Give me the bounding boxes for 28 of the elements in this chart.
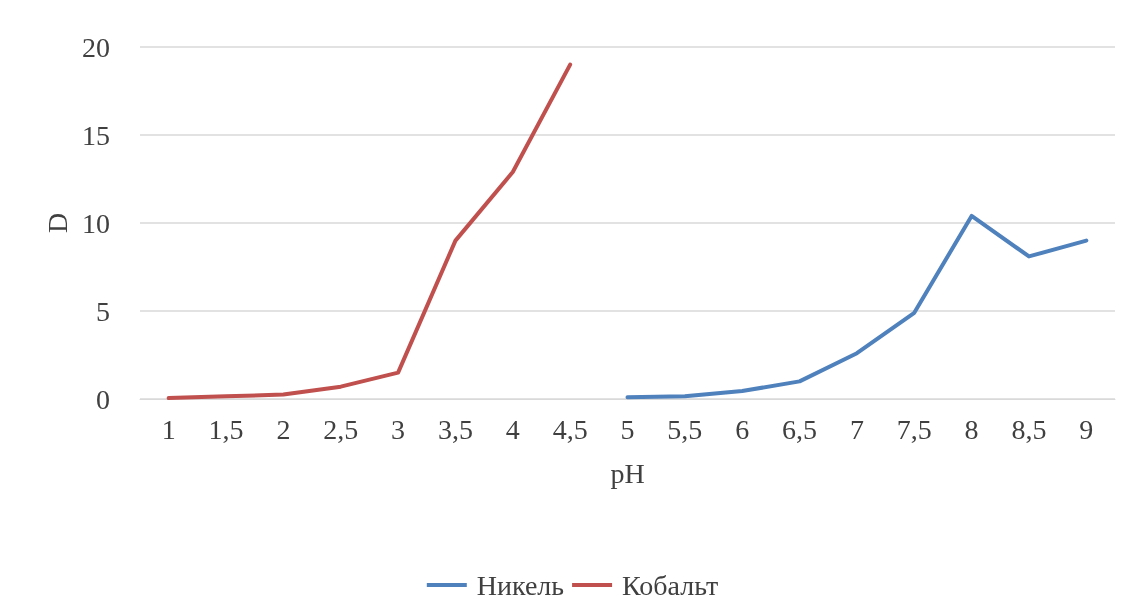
legend-label: Никель bbox=[476, 569, 565, 601]
y-tick-label: 0 bbox=[96, 383, 110, 415]
x-tick-label: 3,5 bbox=[437, 413, 473, 445]
x-tick-label: 5,5 bbox=[667, 413, 703, 445]
line-series bbox=[166, 62, 573, 401]
x-tick-label: 4 bbox=[505, 413, 520, 445]
x-tick-label: 9 bbox=[1079, 413, 1094, 445]
y-tick-label: 20 bbox=[82, 31, 110, 63]
y-tick-label: 10 bbox=[82, 207, 110, 239]
x-tick-label: 1,5 bbox=[208, 413, 244, 445]
legend-label: Кобальт bbox=[622, 569, 719, 601]
y-axis-title: D bbox=[41, 212, 73, 234]
x-tick-label: 4,5 bbox=[552, 413, 588, 445]
line-series bbox=[625, 213, 1089, 400]
x-tick-label: 2,5 bbox=[323, 413, 359, 445]
y-tick-label: 15 bbox=[82, 119, 110, 151]
y-tick-label: 5 bbox=[96, 295, 110, 327]
x-tick-label: 1 bbox=[161, 413, 176, 445]
x-tick-label: 5 bbox=[620, 413, 635, 445]
x-tick-label: 6 bbox=[735, 413, 750, 445]
x-axis-title: pH bbox=[610, 457, 645, 489]
x-tick-label: 7 bbox=[849, 413, 864, 445]
x-tick-label: 8,5 bbox=[1011, 413, 1047, 445]
x-tick-label: 6,5 bbox=[782, 413, 818, 445]
x-tick-label: 2 bbox=[276, 413, 291, 445]
x-tick-label: 3 bbox=[391, 413, 406, 445]
x-tick-label: 8 bbox=[964, 413, 979, 445]
x-tick-label: 7,5 bbox=[896, 413, 932, 445]
